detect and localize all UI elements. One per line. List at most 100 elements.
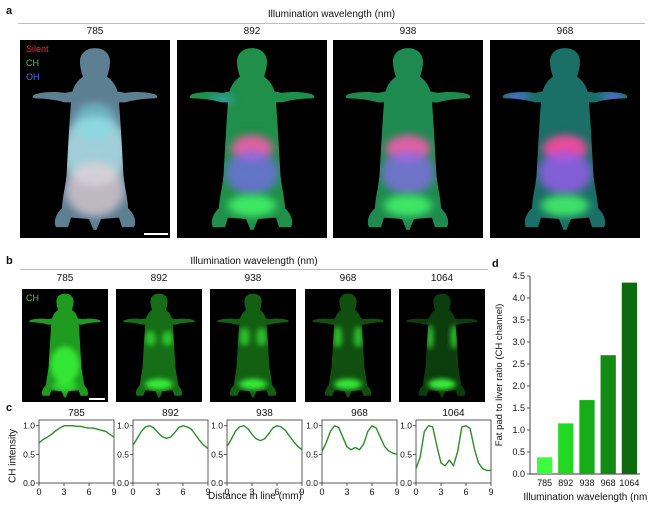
- y-tick-label: 0.5: [400, 449, 412, 459]
- fluorescence-region: [210, 94, 234, 106]
- fluorescence-region: [428, 378, 456, 390]
- plot-frame: [132, 419, 209, 484]
- fluorescence-region: [50, 346, 80, 384]
- fluorescence-region: [256, 327, 267, 347]
- intensity-line: [132, 425, 209, 450]
- plot-frame: [226, 419, 303, 484]
- y-tick-label: 0.0: [211, 478, 223, 488]
- panel-a-label: a: [6, 5, 13, 17]
- x-tick-label: 9: [394, 487, 399, 497]
- mouse-image-a-892: [177, 40, 327, 238]
- x-tick-label: 9: [299, 487, 304, 497]
- profile-chart-1064: 1064 0 3 6 9 0.0 0.5 1.0: [400, 408, 493, 497]
- mouse-image-b-938: [210, 289, 296, 402]
- panel-b-wavelength-785: 785: [56, 273, 74, 284]
- panel-a-wavelength-938: 938: [399, 26, 417, 37]
- mouse-silhouette: [406, 293, 478, 398]
- y-tick-label: 0.5: [117, 449, 129, 459]
- x-tick-label: 6: [274, 487, 279, 497]
- panel-b-rule: [20, 269, 488, 270]
- bar-chart-ylabel: Fat pad to liver ratio (CH channel): [494, 304, 505, 447]
- fluorescence-region: [334, 378, 362, 390]
- mouse-image-b-892: [116, 289, 202, 402]
- profile-title: 938: [256, 408, 273, 419]
- plot-frame: [321, 419, 398, 484]
- scale-bar-b: [89, 398, 105, 400]
- x-tick-label: 6: [463, 487, 468, 497]
- panel-a-rule: [18, 23, 645, 24]
- panel-c-ylabel: CH intensity: [7, 429, 19, 483]
- mouse-silhouette: [345, 48, 471, 230]
- panel-b-header: Illumination wavelength (nm): [190, 256, 318, 267]
- x-tick-label: 9: [488, 487, 493, 497]
- x-tick-label: 0: [319, 487, 324, 497]
- y-tick-label: 2.0: [512, 381, 525, 391]
- y-tick-label: 1.0: [23, 421, 35, 431]
- fluorescence-region: [239, 378, 267, 390]
- fluorescence-region: [145, 378, 173, 390]
- x-tick-label: 6: [369, 487, 374, 497]
- mouse-image-a-968: [490, 40, 640, 238]
- x-tick-label: 9: [205, 487, 210, 497]
- profile-title: 892: [162, 408, 179, 419]
- y-tick-label: 4.5: [512, 271, 525, 281]
- y-tick-label: 1.5: [512, 403, 525, 413]
- x-tick-label: 1064: [619, 478, 639, 488]
- y-tick-label: 1.0: [211, 421, 223, 431]
- profile-title: 1064: [442, 408, 465, 419]
- x-tick-label: 968: [601, 478, 616, 488]
- x-tick-label: 3: [61, 487, 66, 497]
- profile-chart-938: 938 0 3 6 9 0.0 0.5 1.0: [211, 408, 304, 497]
- fluorescence-region: [228, 194, 276, 217]
- mouse-body: [406, 293, 478, 398]
- mouse-image-b-785: [22, 289, 108, 402]
- panel-b-wavelength-968: 968: [339, 273, 357, 284]
- legend-ch: CH: [26, 58, 39, 68]
- x-tick-label: 6: [86, 487, 91, 497]
- profile-chart-968: 968 0 3 6 9 0.0 0.5 1.0: [306, 408, 399, 497]
- panel-c-label: c: [6, 402, 13, 414]
- legend-oh: OH: [26, 72, 40, 82]
- intensity-line: [415, 425, 491, 472]
- y-tick-label: 0.0: [117, 478, 129, 488]
- x-tick-label: 0: [224, 487, 229, 497]
- y-tick-label: 2.5: [512, 359, 525, 369]
- profile-title: 785: [68, 408, 85, 419]
- mouse-image-a-938: [333, 40, 483, 238]
- fluorescence-region: [239, 327, 250, 347]
- legend-silent: Silent: [26, 44, 49, 54]
- fluorescence-region: [426, 324, 434, 350]
- profile-chart-785: 785 0 3 6 9 0.0 0.5 1.0: [23, 408, 116, 497]
- fluorescence-region: [384, 194, 432, 217]
- y-tick-label: 0.0: [400, 478, 412, 488]
- x-tick-label: 938: [579, 478, 594, 488]
- intensity-line: [226, 425, 303, 451]
- fluorescence-region: [354, 326, 363, 348]
- plot-frame: [38, 419, 115, 484]
- x-tick-label: 9: [111, 487, 116, 497]
- profile-chart-892: 892 0 3 6 9 0.0 0.5 1.0: [117, 408, 210, 497]
- y-tick-label: 3.5: [512, 315, 525, 325]
- panel-b-wavelength-1064: 1064: [430, 273, 454, 284]
- fluorescence-region: [333, 326, 342, 348]
- ratio-bar-chart: 0.0 0.5 1.0 1.5 2.0 2.5 3.0 3.5 4.0 4.5 785 892 938 9…: [494, 271, 648, 503]
- bar-968: [600, 355, 616, 474]
- fluorescence-region: [225, 151, 279, 195]
- x-tick-label: 892: [558, 478, 573, 488]
- profile-title: 968: [351, 408, 368, 419]
- panel-c-xlabel: Distance in line (mm): [208, 491, 302, 502]
- bar-785: [536, 457, 553, 474]
- x-tick-label: 0: [36, 487, 41, 497]
- panel-a-header: Illumination wavelength (nm): [267, 9, 396, 20]
- mouse-image-b-968: [305, 289, 391, 402]
- y-tick-label: 0.0: [23, 478, 35, 488]
- fluorescence-region: [538, 151, 592, 195]
- mouse-body: [29, 293, 101, 398]
- mouse-silhouette: [29, 293, 101, 398]
- fluorescence-region: [450, 324, 458, 350]
- mouse-silhouette: [123, 293, 195, 398]
- x-tick-label: 3: [344, 487, 349, 497]
- y-tick-label: 1.0: [400, 421, 412, 431]
- y-tick-label: 0.0: [306, 478, 318, 488]
- fluorescence-region: [65, 162, 125, 217]
